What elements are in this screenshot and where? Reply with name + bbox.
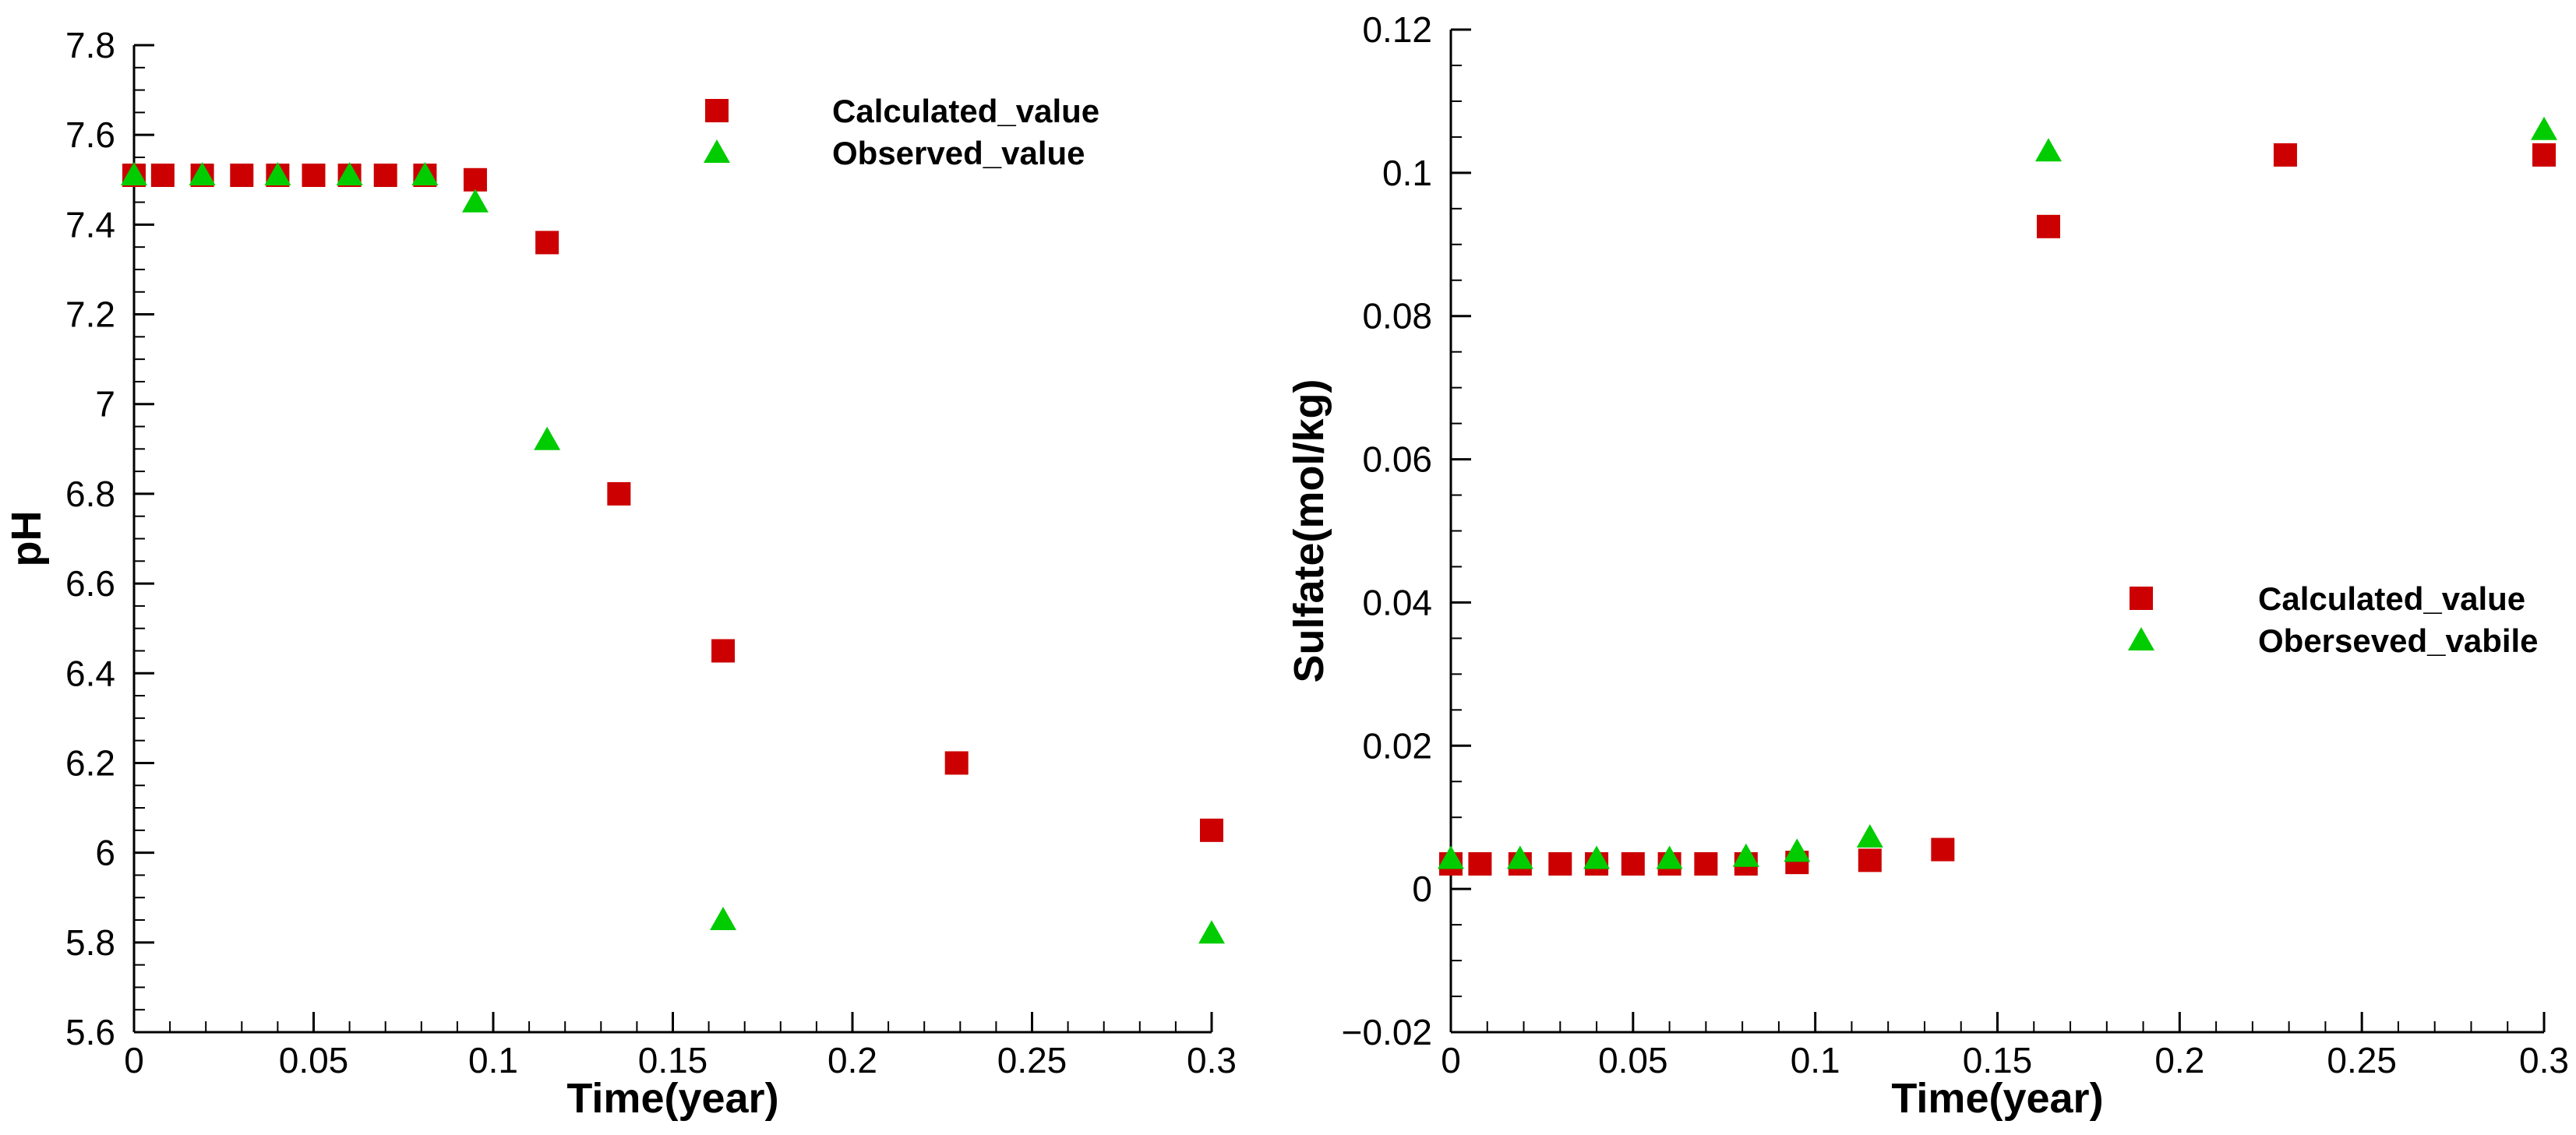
sulfate-calculated-point <box>1931 837 1955 862</box>
sulfate-observed-point <box>1856 823 1883 848</box>
sulfate-legend-label-observed: Oberseved_vabile <box>2258 622 2539 659</box>
sulfate-calculated-point <box>1468 851 1492 876</box>
sulfate-y-tick-label: 0.06 <box>1362 439 1432 480</box>
sulfate-observed-point <box>1784 838 1811 862</box>
sulfate-calculated-point <box>1694 851 1718 876</box>
ph-legend-marker-observed <box>704 139 730 163</box>
sulfate-y-tick-label: 0.04 <box>1362 582 1432 622</box>
ph-y-tick-label: 7.4 <box>65 204 115 245</box>
ph-y-tick-label: 7 <box>95 384 115 425</box>
ph-observed-point <box>534 426 561 450</box>
ph-series-calculated <box>122 164 1223 842</box>
ph-x-tick-label: 0.25 <box>997 1040 1067 1080</box>
ph-calculated-point <box>535 231 559 255</box>
ph-calculated-point <box>944 751 969 775</box>
sulfate-y-tick-label: −0.02 <box>1342 1012 1432 1052</box>
ph-calculated-point <box>463 167 487 192</box>
sulfate-observed-point <box>1438 845 1464 869</box>
sulfate-y-axis-title: Sulfate(mol/kg) <box>1286 379 1332 682</box>
sulfate-y-tick-label: 0.1 <box>1382 153 1432 193</box>
ph-y-tick-label: 7.2 <box>65 294 115 335</box>
ph-legend-label-calculated: Calculated_value <box>832 93 1099 129</box>
ph-x-tick-label: 0.2 <box>827 1040 877 1080</box>
sulfate-calculated-point <box>1858 848 1882 872</box>
ph-y-tick-label: 7.8 <box>65 25 115 65</box>
ph-observed-point <box>710 907 737 931</box>
ph-y-tick-label: 6 <box>95 833 115 873</box>
ph-y-tick-label: 6.6 <box>65 563 115 604</box>
sulfate-x-tick-label: 0.25 <box>2327 1040 2397 1080</box>
ph-calculated-point <box>607 481 631 506</box>
sulfate-x-tick-label: 0.2 <box>2154 1040 2204 1080</box>
ph-y-tick-label: 6.2 <box>65 742 115 783</box>
ph-legend-label-observed: Observed_value <box>832 135 1085 171</box>
sulfate-observed-point <box>1583 845 1611 869</box>
sulfate-calculated-point <box>2532 143 2556 167</box>
ph-x-tick-label: 0.3 <box>1187 1040 1237 1080</box>
ph-calculated-point <box>711 639 736 663</box>
sulfate-calculated-point <box>2273 143 2297 167</box>
ph-observed-point <box>121 162 147 186</box>
sulfate-legend-marker-calculated <box>2130 587 2153 610</box>
ph-y-tick-label: 6.4 <box>65 653 115 693</box>
ph-calculated-point <box>150 164 175 188</box>
ph-series-observed <box>121 162 1225 944</box>
sulfate-x-tick-label: 0.3 <box>2519 1040 2569 1080</box>
ph-x-tick-label: 0.1 <box>468 1040 518 1080</box>
ph-observed-point <box>336 162 363 186</box>
sulfate-series-observed <box>1438 116 2557 869</box>
sulfate-observed-point <box>2034 138 2062 162</box>
ph-observed-point <box>189 162 216 186</box>
ph-observed-point <box>264 162 291 186</box>
ph-calculated-point <box>373 164 397 188</box>
ph-x-tick-label: 0.05 <box>279 1040 349 1080</box>
sulfate-calculated-point <box>1621 851 1645 876</box>
ph-y-tick-label: 5.8 <box>65 922 115 963</box>
sulfate-series-calculated <box>1439 143 2556 876</box>
ph-observed-point <box>411 162 439 186</box>
ph-y-tick-label: 5.6 <box>65 1012 115 1052</box>
sulfate-y-tick-label: 0 <box>1412 869 1432 909</box>
ph-legend-marker-calculated <box>705 99 729 122</box>
sulfate-y-tick-label: 0.02 <box>1362 725 1432 766</box>
ph-y-tick-label: 7.6 <box>65 115 115 155</box>
ph-x-tick-label: 0.15 <box>638 1040 708 1080</box>
sulfate-calculated-point <box>1548 851 1572 876</box>
sulfate-x-tick-label: 0.05 <box>1598 1040 1668 1080</box>
sulfate-legend-marker-observed <box>2128 627 2154 650</box>
sulfate-y-tick-label: 0.12 <box>1362 9 1432 50</box>
ph-calculated-point <box>1200 818 1223 842</box>
sulfate-observed-point <box>1656 845 1683 869</box>
sulfate-y-tick-label: 0.08 <box>1362 296 1432 337</box>
sulfate-x-tick-label: 0 <box>1441 1040 1461 1080</box>
sulfate-legend-label-calculated: Calculated_value <box>2258 580 2525 617</box>
ph-observed-point <box>461 189 489 213</box>
sulfate-calculated-point <box>2036 214 2060 238</box>
ph-y-tick-label: 6.8 <box>65 474 115 514</box>
ph-calculated-point <box>230 164 254 188</box>
sulfate-x-tick-label: 0.1 <box>1791 1040 1840 1080</box>
sulfate-observed-point <box>1732 843 1759 867</box>
sulfate-x-tick-label: 0.15 <box>1963 1040 2033 1080</box>
ph-x-axis-title: Time(year) <box>566 1075 778 1122</box>
ph-x-tick-label: 0 <box>124 1040 144 1080</box>
ph-calculated-point <box>302 164 326 188</box>
sulfate-observed-point <box>2531 116 2557 140</box>
sulfate-observed-point <box>1506 845 1533 869</box>
ph-chart: 5.6 5.8 6 6.2 6.4 6.6 6.8 7 7.2 7.4 7.6 7.8 0 0.05 0.1… <box>3 25 1237 1122</box>
ph-y-axis-title: pH <box>3 511 50 567</box>
ph-observed-point <box>1198 920 1225 944</box>
sulfate-x-axis-title: Time(year) <box>1891 1075 2103 1122</box>
